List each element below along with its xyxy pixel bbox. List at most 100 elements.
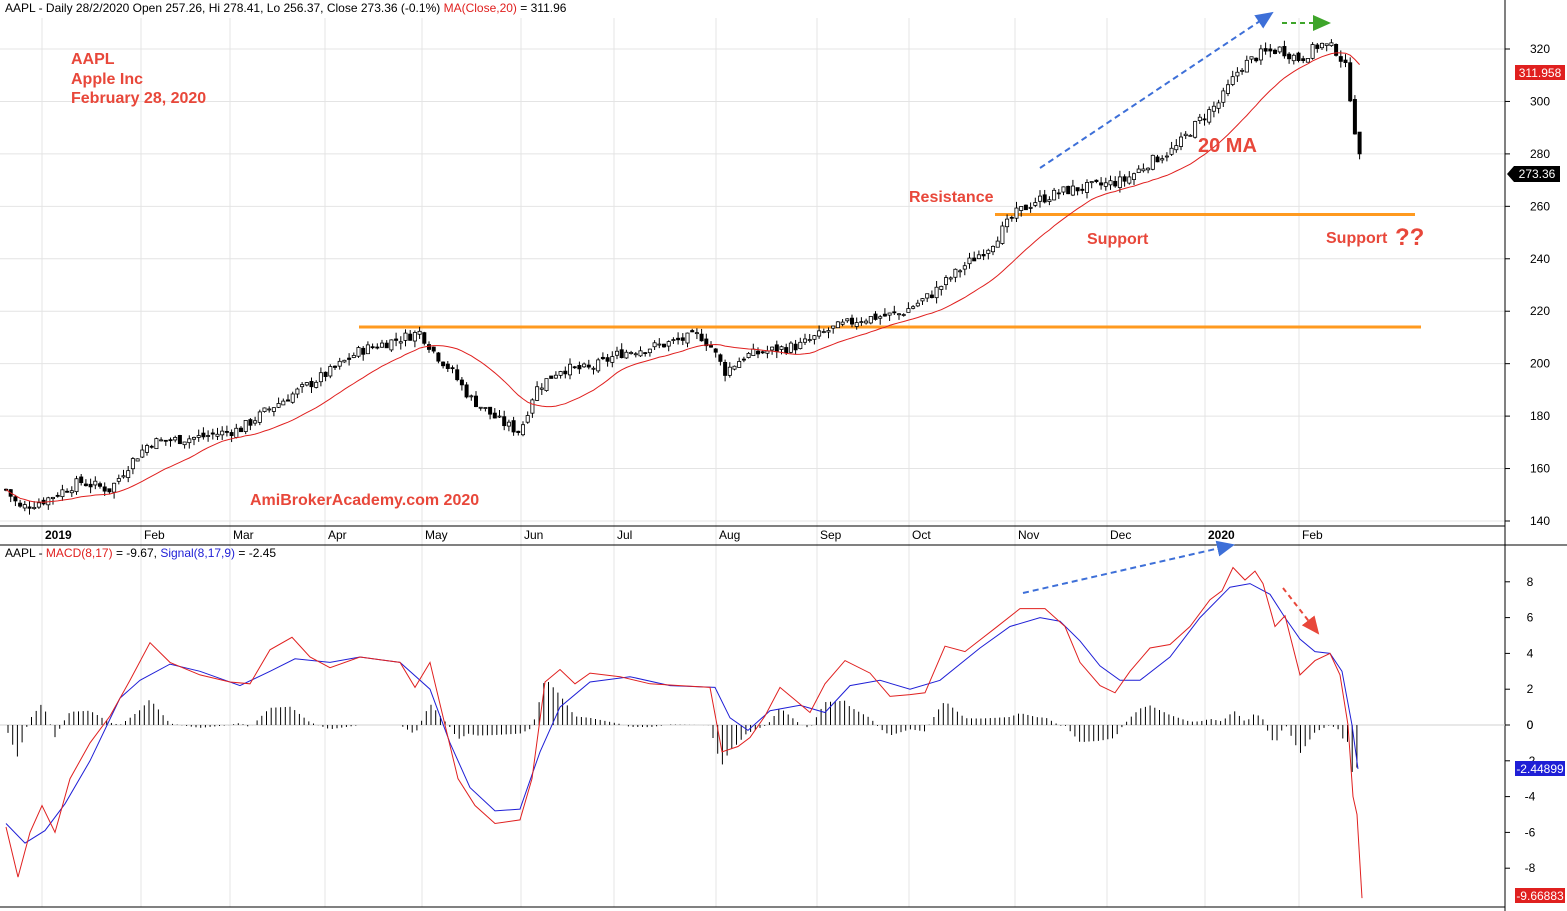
gridlines bbox=[0, 18, 1505, 907]
candle-body bbox=[1141, 168, 1146, 172]
candle-body bbox=[1216, 102, 1221, 109]
ma-badge-text: 311.958 bbox=[1519, 66, 1562, 80]
candle-body bbox=[93, 480, 98, 486]
candle-body bbox=[967, 257, 972, 265]
candle-body bbox=[27, 506, 32, 509]
candle-body bbox=[1348, 62, 1353, 102]
candle-body bbox=[1033, 202, 1038, 206]
candle-body bbox=[121, 475, 126, 478]
price-tick-label: 180 bbox=[1530, 409, 1550, 423]
candle-body bbox=[417, 330, 422, 335]
candle-body bbox=[22, 504, 27, 509]
candle-body bbox=[290, 393, 295, 403]
candle-body bbox=[1085, 182, 1090, 193]
macd-badge bbox=[1515, 888, 1565, 903]
candle-body bbox=[1038, 195, 1043, 202]
candle-body bbox=[925, 293, 930, 299]
candle-body bbox=[488, 406, 493, 415]
candle-body bbox=[1230, 76, 1235, 85]
candle-body bbox=[1028, 207, 1033, 209]
candle-body bbox=[1244, 59, 1249, 73]
candle-body bbox=[991, 245, 996, 253]
candle-body bbox=[130, 458, 135, 470]
candle-body bbox=[1000, 225, 1005, 244]
candle-body bbox=[1023, 204, 1028, 211]
macd-header: AAPL - MACD(8,17) = -9.67, Signal(8,17,9… bbox=[5, 546, 276, 560]
candle-body bbox=[751, 348, 756, 356]
watermark: AmiBrokerAcademy.com 2020 bbox=[250, 492, 479, 509]
macd-tick-label: 4 bbox=[1527, 646, 1534, 660]
candle-body bbox=[582, 363, 587, 368]
candle-body bbox=[1301, 58, 1306, 62]
annotation-symbol: AAPL bbox=[71, 51, 115, 68]
candle-body bbox=[182, 441, 187, 446]
candle-body bbox=[850, 317, 855, 325]
candle-body bbox=[1197, 116, 1202, 122]
macd-tick-label: -6 bbox=[1525, 825, 1536, 839]
candle-body bbox=[1352, 99, 1357, 135]
candle-body bbox=[944, 277, 949, 286]
candle-body bbox=[1160, 158, 1165, 161]
candle-body bbox=[384, 342, 389, 349]
candle-body bbox=[854, 322, 859, 327]
macd-tick-label: -2 bbox=[1525, 754, 1536, 768]
candle-body bbox=[1132, 173, 1137, 180]
candle-body bbox=[1122, 176, 1127, 182]
candle-body bbox=[79, 476, 84, 484]
candle-body bbox=[1089, 181, 1094, 184]
candle-body bbox=[102, 486, 107, 492]
candle-body bbox=[276, 403, 281, 408]
candle-body bbox=[304, 382, 309, 386]
candle-body bbox=[220, 430, 225, 436]
candle-body bbox=[1146, 167, 1151, 171]
candle-body bbox=[685, 332, 690, 344]
candle-body bbox=[478, 406, 483, 409]
candle-body bbox=[1169, 147, 1174, 155]
candle-body bbox=[746, 352, 751, 358]
candle-body bbox=[112, 482, 117, 493]
candle-body bbox=[676, 337, 681, 341]
candle-body bbox=[271, 407, 276, 412]
candle-body bbox=[680, 337, 685, 341]
candle-body bbox=[709, 345, 714, 348]
candle-body bbox=[897, 313, 902, 316]
candle-body bbox=[229, 432, 234, 436]
candle-body bbox=[492, 412, 497, 419]
candle-body bbox=[962, 265, 967, 270]
candle-body bbox=[1334, 43, 1339, 56]
candle-body bbox=[835, 321, 840, 329]
candle-body bbox=[177, 435, 182, 445]
candle-body bbox=[1164, 155, 1169, 158]
candle-body bbox=[55, 494, 60, 497]
candle-body bbox=[1014, 207, 1019, 219]
candle-body bbox=[445, 363, 450, 369]
candle-body bbox=[1188, 134, 1193, 137]
candle-body bbox=[741, 358, 746, 361]
candle-body bbox=[1070, 185, 1075, 196]
annotation-company: Apple Inc bbox=[71, 71, 143, 88]
candle-body bbox=[591, 367, 596, 370]
candle-body bbox=[694, 332, 699, 335]
month-label: Dec bbox=[1110, 528, 1131, 542]
macd-tick-label: 0 bbox=[1527, 718, 1534, 732]
price-tick-label: 140 bbox=[1530, 514, 1550, 528]
candle-body bbox=[798, 341, 803, 350]
candle-body bbox=[831, 325, 836, 329]
candle-body bbox=[1240, 69, 1245, 72]
candle-body bbox=[568, 363, 573, 376]
candle-body bbox=[224, 431, 229, 433]
candle-body bbox=[187, 438, 192, 444]
candle-body bbox=[666, 341, 671, 347]
candle-body bbox=[756, 350, 761, 355]
candle-body bbox=[1056, 192, 1061, 195]
candle-body bbox=[1357, 131, 1362, 155]
candle-body bbox=[18, 502, 23, 507]
candle-body bbox=[652, 342, 657, 348]
candle-body bbox=[483, 407, 488, 409]
candle-body bbox=[436, 352, 441, 362]
month-label: 2019 bbox=[45, 528, 72, 542]
candle-body bbox=[770, 346, 775, 351]
candle-body bbox=[1273, 49, 1278, 54]
candle-body bbox=[356, 347, 361, 357]
candle-body bbox=[1117, 176, 1122, 188]
